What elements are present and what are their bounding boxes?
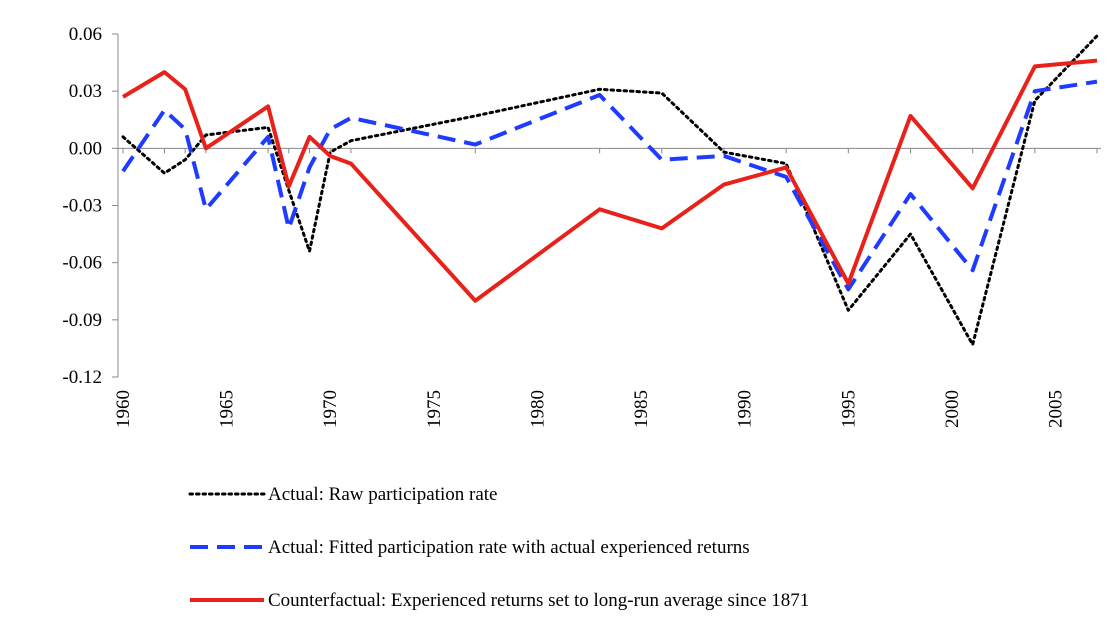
- y-tick-label: -0.12: [62, 367, 102, 388]
- x-tick-label: 1960: [113, 390, 134, 428]
- series-line: [121, 34, 1099, 347]
- legend-label: Actual: Fitted participation rate with a…: [268, 537, 750, 558]
- x-tick-label: 2000: [942, 390, 963, 428]
- x-tick-label: 1995: [838, 390, 859, 428]
- y-tick-label: 0.00: [69, 138, 102, 159]
- x-tick-label: 1990: [735, 390, 756, 428]
- y-tick-label: -0.09: [62, 310, 102, 331]
- y-tick-label: -0.06: [62, 253, 102, 274]
- legend-label: Counterfactual: Experienced returns set …: [268, 590, 809, 611]
- y-tick-label: 0.03: [69, 81, 102, 102]
- y-tick-label: 0.06: [69, 24, 102, 45]
- y-tick-label: -0.03: [62, 196, 102, 217]
- x-tick-label: 1965: [217, 390, 238, 428]
- series-line: [121, 79, 1098, 292]
- x-tick-label: 1985: [631, 390, 652, 428]
- x-tick-label: 1975: [424, 390, 445, 428]
- legend-label: Actual: Raw participation rate: [268, 484, 498, 505]
- series-line: [121, 58, 1098, 303]
- x-tick-label: 1980: [527, 390, 548, 428]
- x-tick-label: 1970: [320, 390, 341, 428]
- x-tick-label: 2005: [1046, 390, 1067, 428]
